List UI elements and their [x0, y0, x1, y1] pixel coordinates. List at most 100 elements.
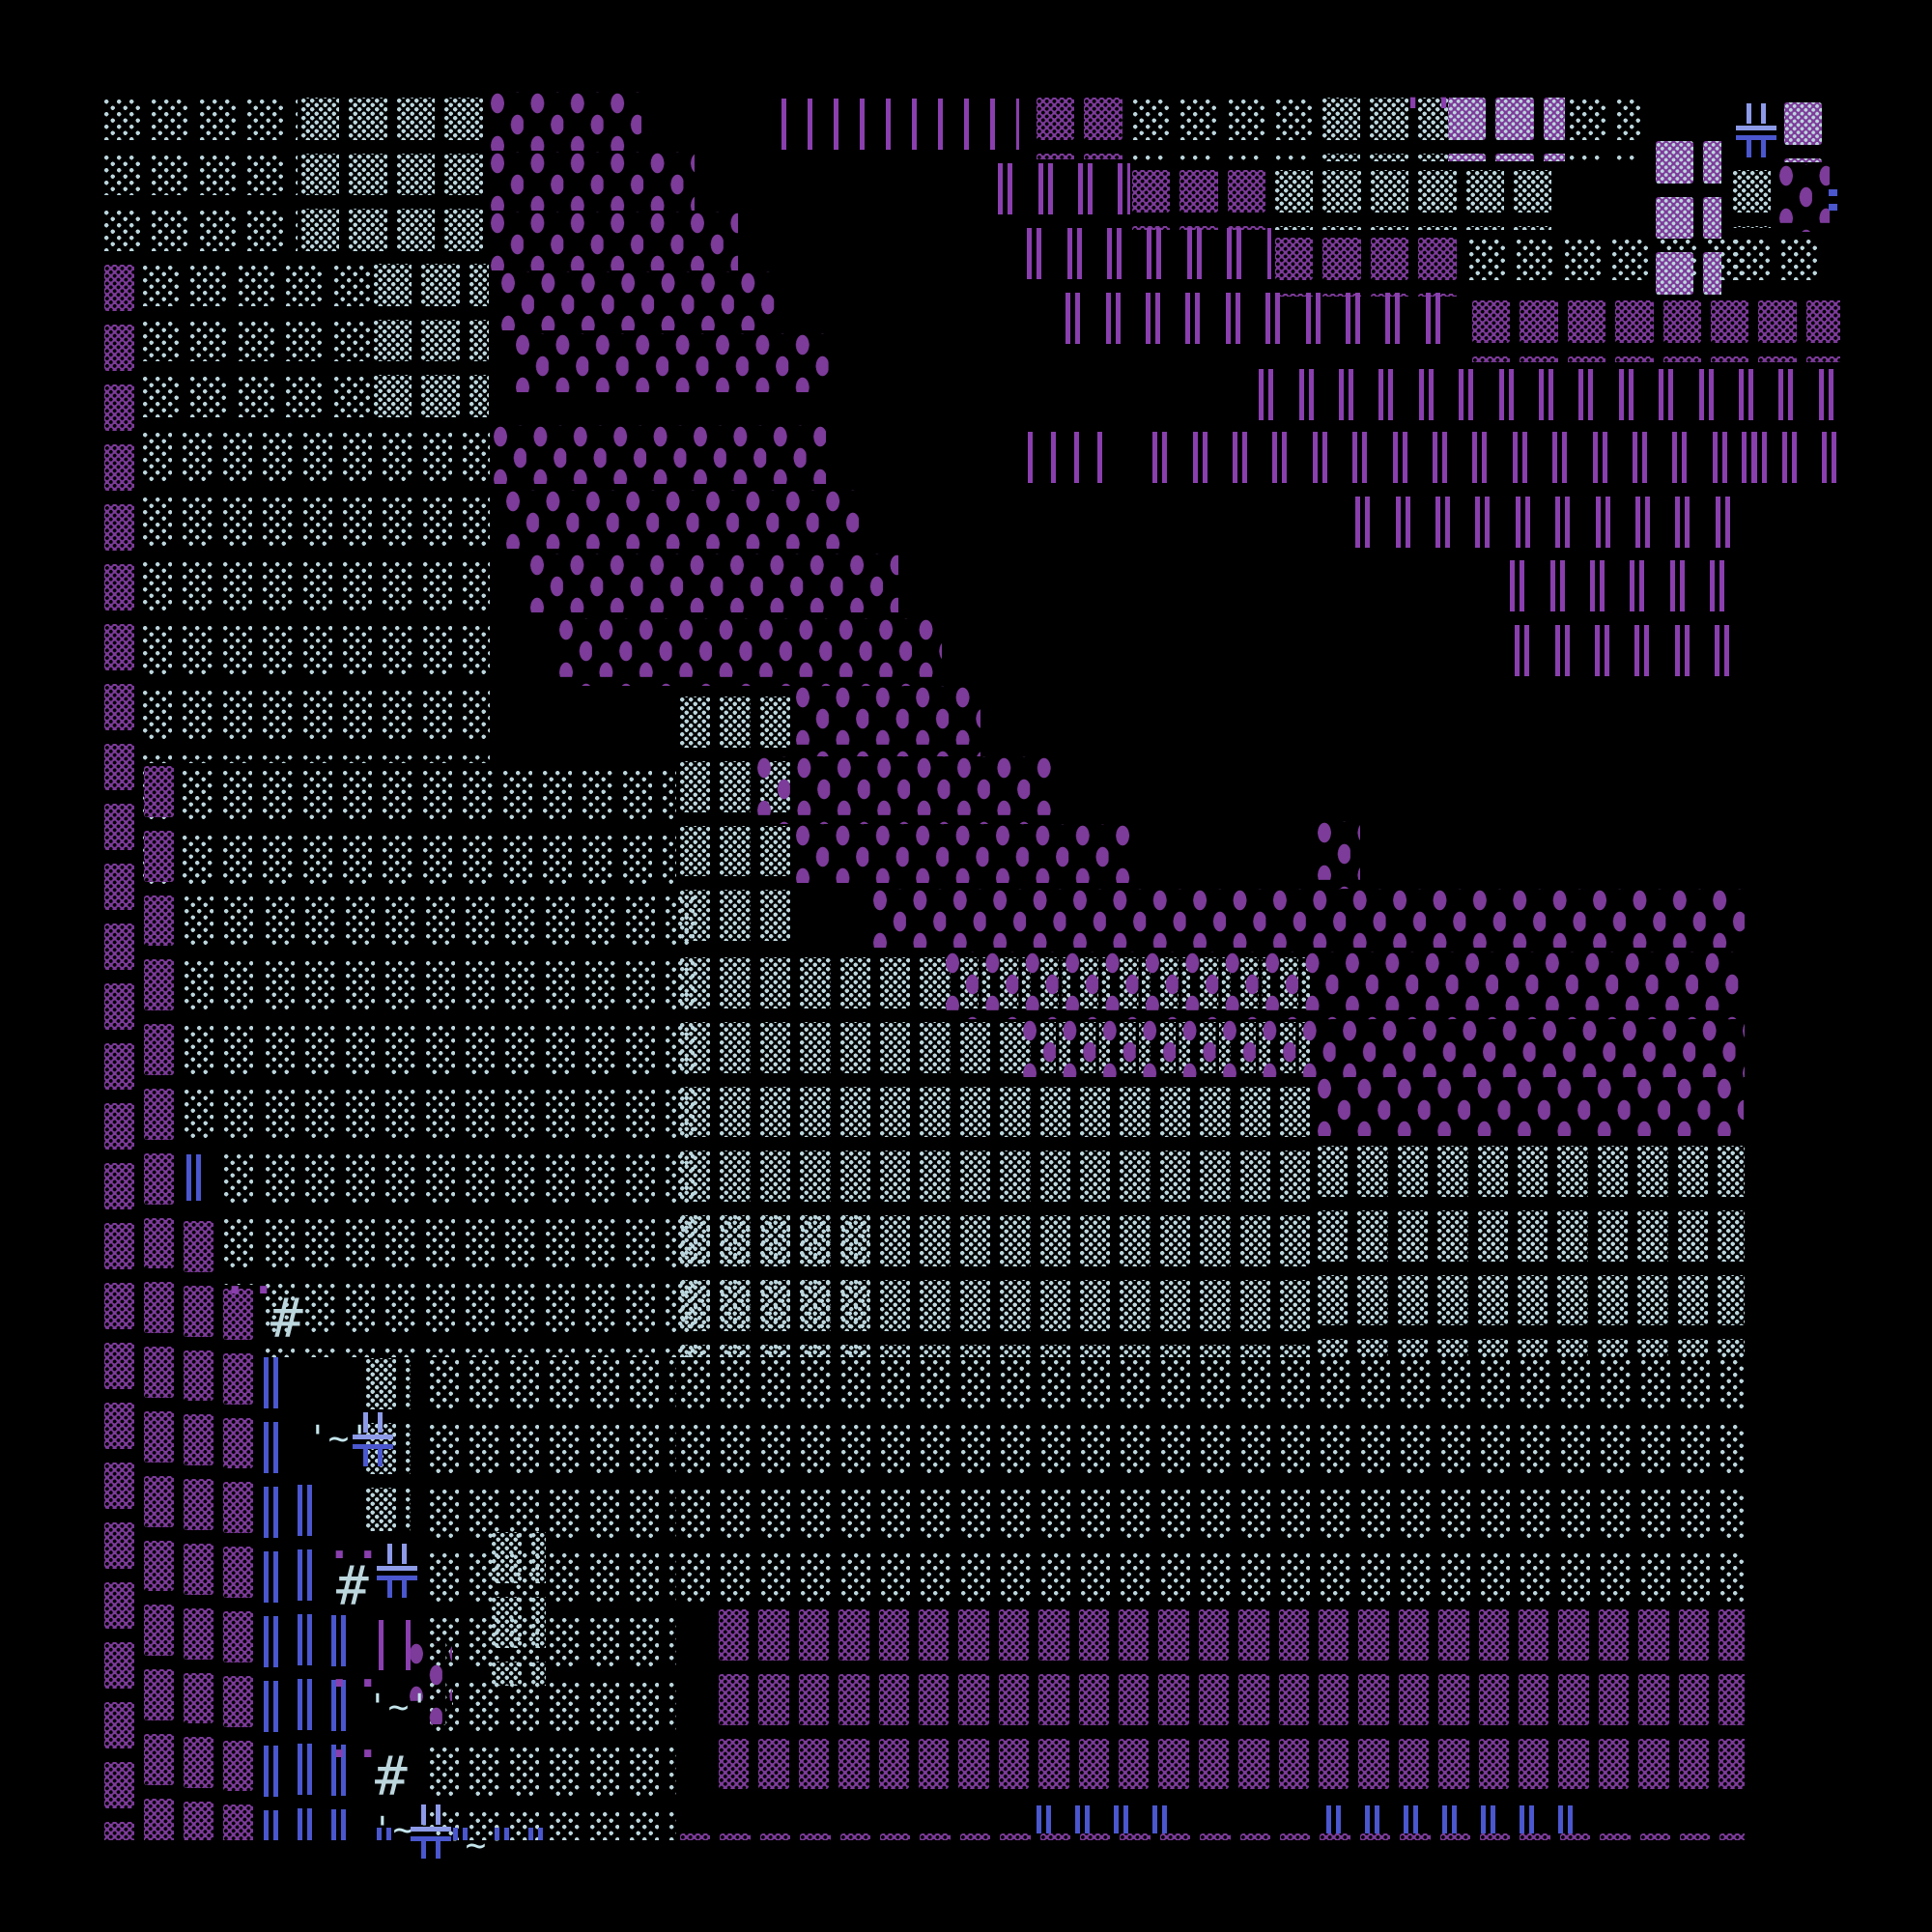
- tile-light-shade: [959, 1422, 991, 1474]
- tile-dark-shade: [680, 1833, 711, 1840]
- tile-thin-pillar: [1021, 432, 1039, 483]
- region-tile-double-pillar-purple: [985, 156, 1130, 221]
- tile-medium-shade: [1280, 1086, 1311, 1138]
- tile-cross-vein: [1303, 613, 1342, 668]
- tile-light-shade: [1159, 1551, 1191, 1602]
- region-region-mineral-vein: [487, 92, 641, 152]
- tile-light-shade: [332, 375, 370, 417]
- tile-medium-shade: [469, 264, 489, 306]
- tile-dark-shade: [1478, 1673, 1509, 1725]
- tile-dark-shade: [104, 265, 135, 311]
- glyph-eqb: [1829, 189, 1837, 213]
- tile-light-shade: [465, 958, 496, 1010]
- tile-medium-shade: [1477, 1339, 1508, 1357]
- tile-medium-shade: [1357, 1274, 1388, 1326]
- tile-dark-shade: [1719, 1673, 1745, 1725]
- tile-light-shade: [344, 958, 376, 1010]
- tile-light-shade: [624, 1152, 655, 1204]
- tile-double-pillar-purple: [1510, 432, 1529, 483]
- tile-light-shade: [103, 153, 142, 195]
- tile-light-shade: [1719, 1422, 1745, 1474]
- tile-medium-shade: [680, 1151, 711, 1203]
- tile-light-shade: [142, 753, 173, 763]
- tile-light-shade: [342, 769, 373, 820]
- tile-dark-shade: [1227, 170, 1266, 213]
- tile-cross-vein: [1130, 808, 1169, 862]
- tile-dark-shade: [223, 1289, 254, 1340]
- glyph-cross-vein: [377, 1544, 417, 1598]
- tile-cross-vein: [939, 549, 978, 603]
- glyph-Hp: [375, 1828, 393, 1840]
- tile-dark-shade: [144, 1605, 175, 1657]
- tile-double-pillar-blue: [295, 1549, 314, 1601]
- tile-cross-vein: [986, 355, 1025, 410]
- tile-medium-shade: [492, 1596, 523, 1648]
- tile-double-pillar-purple: [1816, 369, 1835, 420]
- tile-thin-pillar: [1044, 432, 1063, 483]
- tile-light-shade: [629, 1422, 660, 1474]
- tile-double-pillar-purple: [1590, 432, 1609, 483]
- tile-double-pillar-purple: [1776, 369, 1796, 420]
- tile-light-shade: [1520, 1358, 1550, 1409]
- tile-dark-shade: [223, 1547, 254, 1598]
- tile-dark-shade: [1238, 1673, 1269, 1725]
- tile-light-shade: [759, 1422, 791, 1474]
- tile-light-shade: [582, 769, 612, 820]
- tile-light-shade: [880, 1551, 911, 1602]
- tile-light-shade: [294, 209, 298, 251]
- tile-dark-shade: [1478, 1738, 1509, 1790]
- tile-medium-shade: [301, 153, 340, 195]
- region-tile-dark-shade: [219, 1283, 259, 1840]
- tile-light-shade: [424, 895, 455, 946]
- tile-light-shade: [421, 769, 453, 820]
- tile-medium-shade: [839, 1086, 870, 1138]
- tile-light-shade: [504, 1217, 535, 1268]
- tile-cross-vein: [1221, 678, 1260, 732]
- region-tile-double-pillar-purple: [1343, 490, 1745, 554]
- tile-double-pillar-blue: [1034, 1805, 1053, 1833]
- region-tile-double-pillar-purple: [1729, 425, 1840, 489]
- tile-light-shade: [1559, 1422, 1591, 1474]
- region-tile-double-pillar-blue: [295, 1478, 314, 1840]
- tile-dark-shade: [184, 1672, 214, 1724]
- tile-medium-shade: [1518, 1274, 1548, 1326]
- tile-cross-vein: [894, 291, 932, 345]
- glyph-hash: #: [270, 1288, 303, 1350]
- tile-dark-shade: [104, 1522, 135, 1569]
- tile-cross-vein: [1155, 485, 1194, 539]
- tile-light-shade: [1280, 1551, 1311, 1602]
- tile-cross-vein: [915, 485, 953, 539]
- tile-light-shade: [720, 1277, 751, 1329]
- tile-medium-shade: [1437, 1339, 1468, 1357]
- tile-light-shade: [759, 1213, 791, 1264]
- tile-light-shade: [1563, 293, 1603, 295]
- tile-cross-vein: [1223, 613, 1262, 668]
- region-tile-light-shade: [676, 1352, 1745, 1602]
- tile-double-pillar-purple: [1036, 163, 1055, 214]
- tile-cross-vein: [756, 97, 773, 151]
- tile-light-shade: [424, 1217, 455, 1268]
- tile-double-pillar-blue: [328, 1615, 348, 1666]
- tile-dark-shade: [1198, 1609, 1230, 1661]
- tile-thin-pillar: [905, 99, 923, 150]
- tile-light-shade: [544, 958, 576, 1010]
- tile-light-shade: [462, 495, 490, 547]
- tile-medium-shade: [1637, 1274, 1668, 1326]
- tile-medium-shade: [1418, 225, 1457, 230]
- glyph-dots: ..: [222, 1255, 279, 1304]
- region-tile-cross-vein: [898, 544, 1497, 609]
- tile-light-shade: [465, 895, 496, 946]
- tile-dark-shade-lit: [1703, 196, 1721, 239]
- tile-light-shade: [920, 1551, 951, 1602]
- tile-light-shade: [142, 264, 181, 306]
- tile-cross-vein: [1374, 743, 1412, 797]
- region-tile-light-shade: [1565, 92, 1642, 161]
- tile-dark-shade: [1358, 1673, 1389, 1725]
- tile-dark-shade-lit: [1543, 98, 1565, 140]
- region-region-mineral-vein: [753, 756, 1053, 824]
- tile-dark-shade: [1275, 293, 1314, 297]
- tile-medium-shade: [800, 1151, 831, 1203]
- tile-light-shade: [382, 624, 412, 676]
- region-tile-light-shade: [138, 425, 490, 763]
